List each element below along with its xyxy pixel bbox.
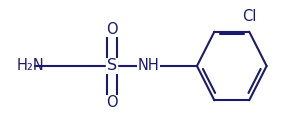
Text: NH: NH (138, 58, 159, 74)
Text: H₂N: H₂N (17, 58, 45, 74)
Text: O: O (106, 22, 118, 37)
Text: O: O (106, 95, 118, 110)
Text: S: S (107, 58, 117, 74)
Text: Cl: Cl (242, 9, 256, 24)
